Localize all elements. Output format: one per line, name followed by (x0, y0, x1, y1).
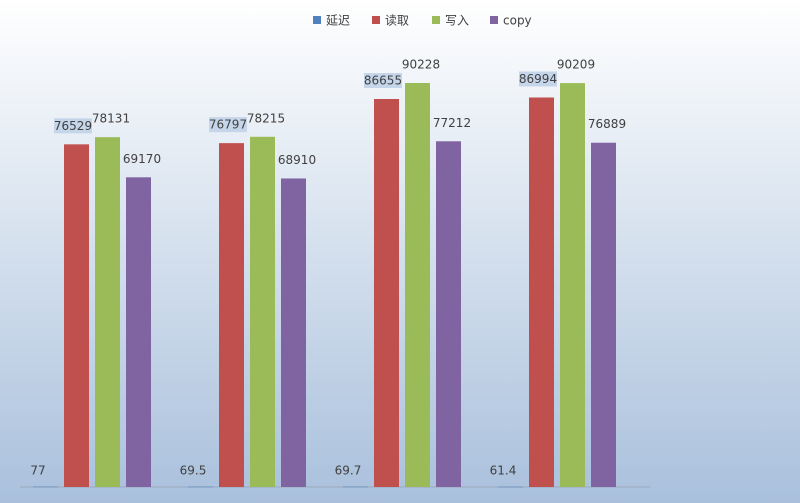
legend: 延迟 读取 写入 copy (313, 14, 532, 28)
legend-label: copy (503, 14, 532, 28)
legend-label: 写入 (445, 14, 469, 28)
bar (374, 98, 399, 488)
data-label: 86655 (364, 73, 402, 87)
bar (33, 486, 58, 488)
legend-swatch (432, 16, 440, 24)
data-label: 78131 (92, 112, 130, 126)
bar (529, 97, 554, 488)
legend-label: 延迟 (326, 14, 350, 28)
data-label: 69.7 (335, 464, 362, 478)
bar (64, 144, 89, 488)
data-label: 61.4 (490, 464, 517, 478)
data-label: 69.5 (180, 464, 207, 478)
legend-swatch (372, 16, 380, 24)
data-label: 77212 (433, 116, 471, 130)
data-label: 68910 (278, 153, 316, 167)
bar (498, 486, 523, 488)
data-label: 76529 (54, 119, 92, 133)
bar (591, 142, 616, 487)
bar (281, 178, 306, 487)
label-highlight (209, 117, 247, 133)
bar (560, 83, 585, 487)
data-label: 86994 (519, 72, 557, 86)
legend-label: 读取 (385, 14, 409, 28)
data-label: 69170 (123, 152, 161, 166)
data-label: 76797 (209, 118, 247, 132)
bar (436, 141, 461, 488)
data-label: 76889 (588, 117, 626, 131)
data-label: 77 (30, 464, 45, 478)
bar (219, 143, 244, 487)
bar (343, 486, 368, 488)
legend-swatch (490, 16, 498, 24)
label-highlight (519, 71, 557, 87)
data-label: 90228 (402, 58, 440, 72)
legend-swatch (313, 16, 321, 24)
data-label: 78215 (247, 111, 285, 125)
bar (188, 486, 213, 488)
bar (405, 83, 430, 487)
label-highlight (54, 118, 92, 134)
bar (250, 136, 275, 487)
bar (95, 137, 120, 488)
bar (126, 177, 151, 488)
data-label: 90209 (557, 58, 595, 72)
label-highlight (364, 72, 402, 88)
